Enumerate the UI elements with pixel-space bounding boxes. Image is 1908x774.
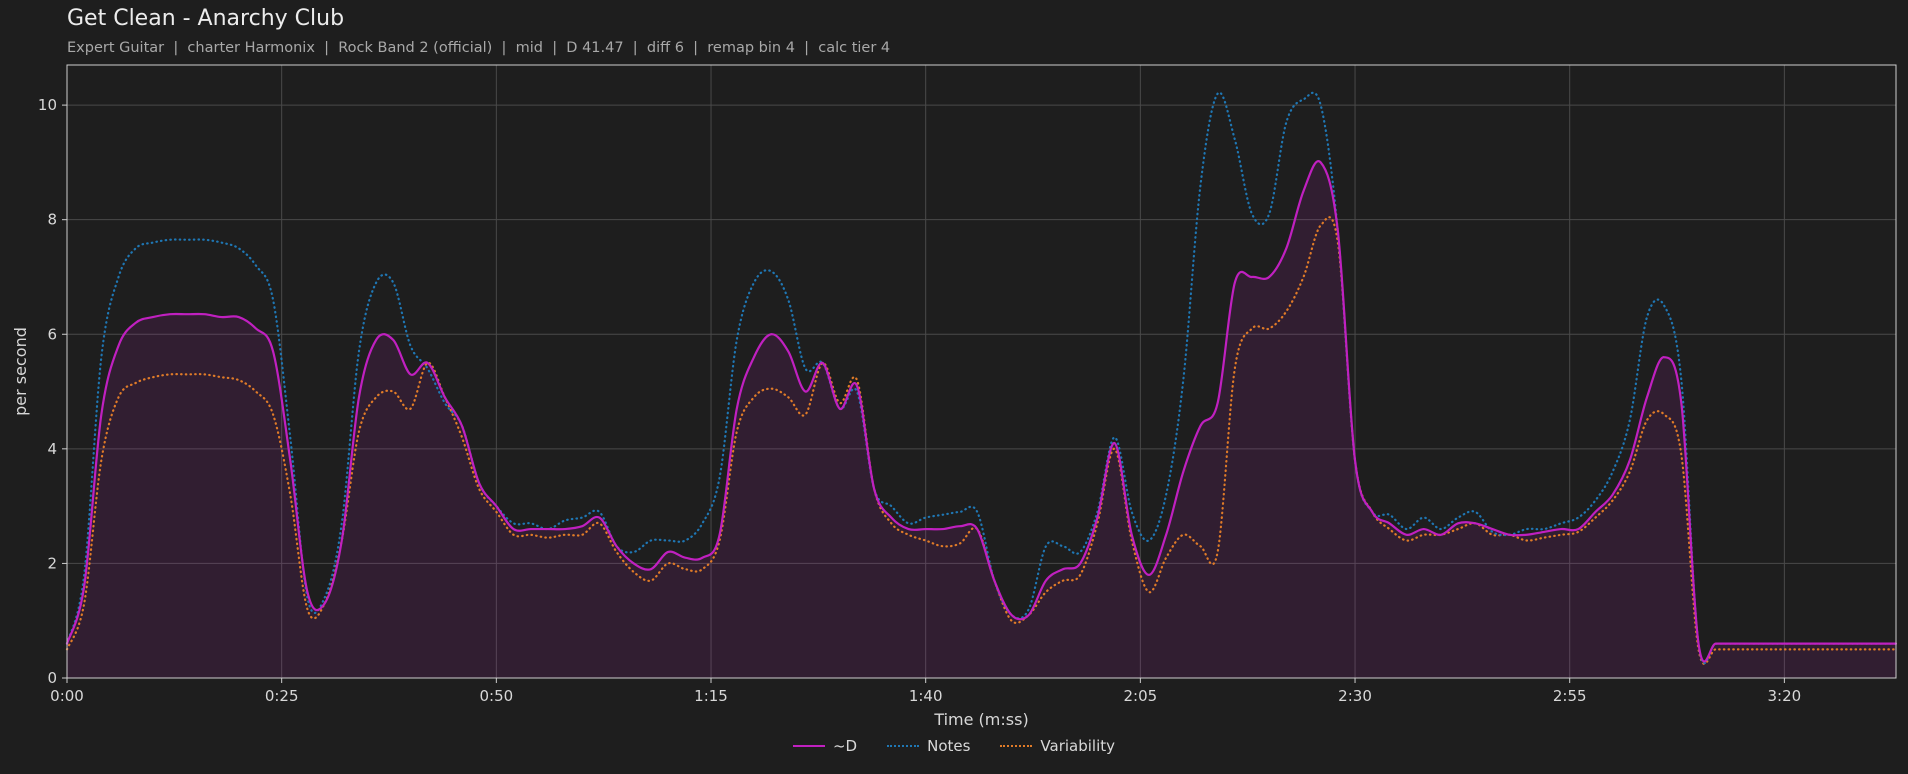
x-tick-label: 2:30 xyxy=(1338,687,1372,705)
y-axis-label: per second xyxy=(11,327,30,416)
x-tick-label: 0:25 xyxy=(265,687,299,705)
legend: ~D Notes Variability xyxy=(0,737,1908,755)
y-tick-label: 10 xyxy=(38,96,57,114)
legend-item-notes: Notes xyxy=(887,737,970,755)
x-tick-label: 0:50 xyxy=(479,687,513,705)
y-tick-label: 0 xyxy=(47,669,57,687)
x-axis-ticks: 0:00 0:25 0:50 1:15 1:40 2:05 2:30 2:55 3:20 xyxy=(50,678,1801,705)
x-tick-label: 0:00 xyxy=(50,687,84,705)
legend-label-d: ~D xyxy=(832,737,858,755)
y-tick-label: 4 xyxy=(47,440,57,458)
chart-title: Get Clean - Anarchy Club xyxy=(67,6,345,31)
legend-item-d: ~D xyxy=(792,737,858,755)
x-tick-label: 1:40 xyxy=(909,687,943,705)
chart-subtitle: Expert Guitar | charter Harmonix | Rock … xyxy=(67,40,891,56)
y-tick-label: 2 xyxy=(47,554,57,572)
series-area-d xyxy=(67,161,1896,678)
x-tick-label: 1:15 xyxy=(694,687,728,705)
x-tick-label: 2:55 xyxy=(1553,687,1587,705)
plot-frame xyxy=(66,64,1897,679)
x-axis-label: Time (m:ss) xyxy=(933,710,1028,729)
x-tick-label: 2:05 xyxy=(1124,687,1158,705)
series-line-d xyxy=(65,160,1898,663)
legend-label-variability: Variability xyxy=(1040,737,1116,755)
legend-swatch-variability xyxy=(1000,745,1033,747)
plot-series xyxy=(65,91,1898,678)
series-line-notes xyxy=(65,91,1898,665)
y-axis-ticks: 0 2 4 6 8 10 xyxy=(38,96,67,687)
y-tick-label: 8 xyxy=(47,211,57,229)
y-tick-label: 6 xyxy=(47,325,57,343)
x-tick-label: 3:20 xyxy=(1768,687,1802,705)
legend-swatch-notes xyxy=(887,745,920,747)
legend-label-notes: Notes xyxy=(927,737,971,755)
legend-item-variability: Variability xyxy=(1000,737,1115,755)
legend-swatch-d xyxy=(792,745,825,747)
